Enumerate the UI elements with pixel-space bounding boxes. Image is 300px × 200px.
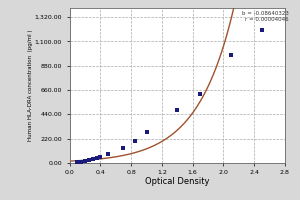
X-axis label: Optical Density: Optical Density [145, 177, 209, 186]
Point [198, 93, 203, 96]
Y-axis label: Human HLA-DRA concentration  (pg/ml ): Human HLA-DRA concentration (pg/ml ) [28, 30, 33, 141]
Point [106, 152, 110, 156]
Point [121, 147, 126, 150]
Point [260, 29, 264, 32]
Point [83, 160, 88, 163]
Point [86, 159, 91, 162]
Point [175, 108, 180, 111]
Point [133, 139, 137, 142]
Point [90, 158, 95, 161]
Point [229, 53, 233, 56]
Point [79, 160, 84, 164]
Text: b = -0.08640323
r = 0.00004046: b = -0.08640323 r = 0.00004046 [242, 11, 289, 22]
Point [94, 157, 99, 160]
Point [144, 130, 149, 133]
Point [98, 155, 103, 158]
Point [75, 161, 80, 164]
